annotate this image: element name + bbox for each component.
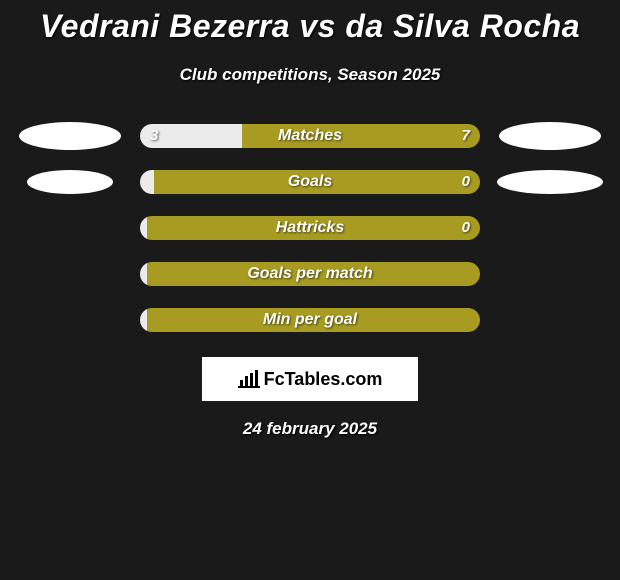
- right-oval: [499, 122, 601, 150]
- bar-value-right: 0: [462, 170, 470, 194]
- bar-value-right: 7: [462, 124, 470, 148]
- stat-row: Goals per match: [0, 251, 620, 297]
- bar-value-right: 0: [462, 216, 470, 240]
- stat-bar: Goals0: [140, 170, 480, 194]
- page-title: Vedrani Bezerra vs da Silva Rocha: [0, 0, 620, 45]
- stat-row: Goals0: [0, 159, 620, 205]
- stat-bar: Matches3 7: [140, 124, 480, 148]
- bar-value-left: 3: [150, 124, 158, 148]
- barchart-icon: [238, 370, 260, 388]
- subtitle: Club competitions, Season 2025: [0, 65, 620, 85]
- logo-text: FcTables.com: [264, 369, 383, 390]
- left-oval: [27, 170, 113, 194]
- bar-label: Goals per match: [140, 262, 480, 286]
- bar-label: Matches: [140, 124, 480, 148]
- right-oval: [497, 170, 603, 194]
- logo-box: FcTables.com: [202, 357, 418, 401]
- stat-bar: Min per goal: [140, 308, 480, 332]
- bar-label: Hattricks: [140, 216, 480, 240]
- stat-bar: Hattricks0: [140, 216, 480, 240]
- bar-label: Goals: [140, 170, 480, 194]
- stat-bar: Goals per match: [140, 262, 480, 286]
- comparison-rows: Matches37Goals0Hattricks0Goals per match…: [0, 113, 620, 343]
- stat-row: Matches3 7: [0, 113, 620, 159]
- left-oval: [19, 122, 121, 150]
- stat-row: Hattricks0: [0, 205, 620, 251]
- date-text: 24 february 2025: [0, 419, 620, 439]
- bar-label: Min per goal: [140, 308, 480, 332]
- logo: FcTables.com: [238, 369, 383, 390]
- stat-row: Min per goal: [0, 297, 620, 343]
